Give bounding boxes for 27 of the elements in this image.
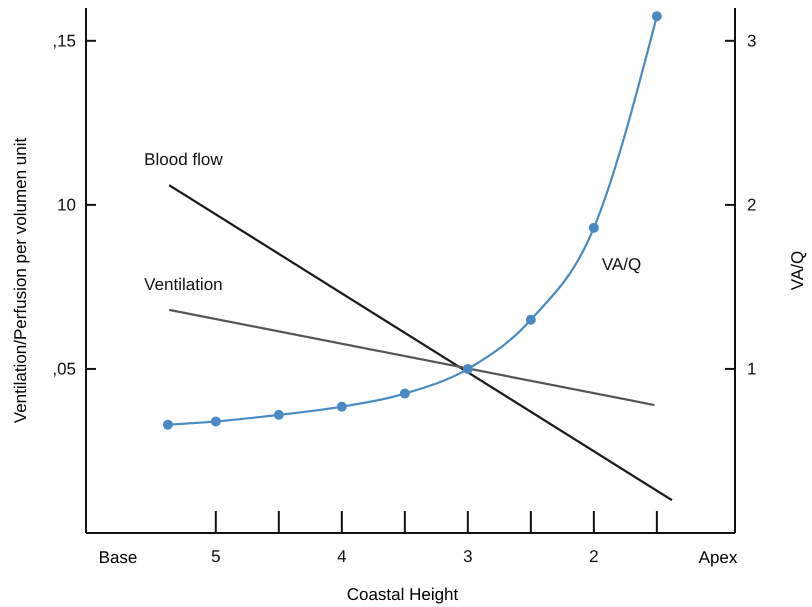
series-label: Ventilation: [144, 274, 223, 294]
point: [652, 11, 662, 22]
text: Base: [98, 548, 138, 567]
series-label: Blood flow: [144, 150, 224, 170]
point: [162, 420, 173, 430]
y2-tick-label: 2: [747, 195, 756, 214]
x-axis-title: Coastal Height: [346, 585, 459, 604]
point: [210, 416, 221, 426]
y-tick-label: ,15: [52, 31, 76, 50]
text: Apex: [698, 548, 738, 567]
x-tick-label: 3: [463, 547, 473, 566]
y2-tick-label: 1: [747, 359, 756, 378]
point: [526, 314, 536, 325]
y-axis-title: Ventilation/Perfusion per volumen unit: [11, 138, 30, 424]
x-tick-label: 2: [589, 547, 599, 566]
y-tick-label: 10: [57, 195, 76, 214]
y2-axis-title: VA/Q: [788, 250, 807, 290]
point: [588, 222, 599, 233]
x-tick-label: 4: [337, 547, 347, 566]
point: [462, 364, 473, 374]
series-label: VA/Q: [602, 254, 642, 274]
y2-tick-label: 3: [747, 31, 756, 50]
point: [274, 410, 284, 420]
y-tick-label: ,05: [52, 359, 76, 378]
x-tick-label: 5: [211, 547, 221, 566]
point: [336, 402, 347, 412]
point: [400, 388, 410, 399]
